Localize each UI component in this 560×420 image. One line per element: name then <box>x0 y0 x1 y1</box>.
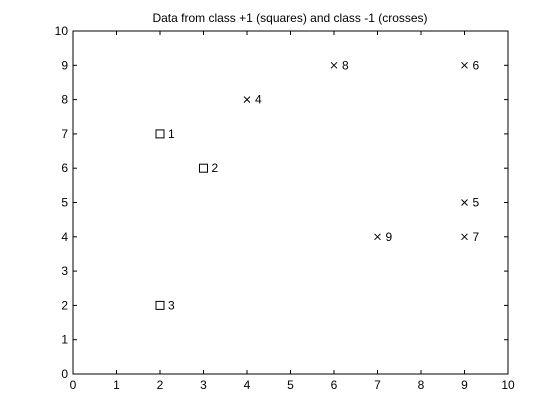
cross-marker <box>461 199 468 206</box>
cross-marker <box>330 61 338 69</box>
y-tick-label: 10 <box>55 24 69 38</box>
y-tick-label: 0 <box>61 367 68 381</box>
plot-area <box>72 30 509 375</box>
point-label: 3 <box>168 298 175 312</box>
x-tick-label: 9 <box>461 378 468 392</box>
y-tick-label: 1 <box>61 333 68 347</box>
cross-stroke <box>461 199 468 206</box>
y-tick-label: 3 <box>61 264 68 278</box>
x-tick-label: 3 <box>200 378 207 392</box>
point-label: 1 <box>168 127 175 141</box>
point-label: 9 <box>386 230 393 244</box>
x-tick-label: 8 <box>418 378 425 392</box>
square-marker <box>199 163 208 173</box>
x-axis: 0 1 2 3 4 5 6 7 8 9 10 <box>70 31 515 392</box>
y-tick-label: 2 <box>61 298 68 312</box>
y-tick-label: 7 <box>61 127 68 141</box>
cross-stroke <box>374 233 381 241</box>
x-tick-label: 4 <box>244 378 251 392</box>
square-marker <box>155 300 165 310</box>
cross-marker <box>243 96 251 103</box>
cross-marker <box>461 233 468 241</box>
cross-marker <box>461 61 468 69</box>
cross-stroke <box>461 233 468 241</box>
x-tick-label: 5 <box>287 378 294 392</box>
y-axis: 0 1 2 3 4 5 6 7 8 9 10 <box>55 24 508 381</box>
point-label: 4 <box>255 93 262 107</box>
x-tick-label: 10 <box>501 378 515 392</box>
chart-title: Data from class +1 (squares) and class -… <box>152 11 427 25</box>
point-label: 8 <box>342 58 349 72</box>
y-tick-label: 4 <box>61 230 68 244</box>
point-label: 2 <box>212 161 219 175</box>
point-label: 5 <box>473 196 480 210</box>
point-label: 6 <box>473 58 480 72</box>
x-tick-label: 6 <box>331 378 338 392</box>
cross-marker <box>374 233 381 241</box>
x-tick-label: 2 <box>157 378 164 392</box>
y-tick-label: 6 <box>61 161 68 175</box>
y-tick-label: 5 <box>61 196 68 210</box>
y-tick-label: 8 <box>61 93 68 107</box>
cross-stroke <box>243 96 251 103</box>
x-tick-label: 1 <box>113 378 120 392</box>
square-marker <box>155 129 165 139</box>
data-points: 1 2 3 4 5 6 7 8 9 <box>155 58 480 312</box>
x-tick-label: 7 <box>374 378 381 392</box>
x-tick-label: 0 <box>70 378 77 392</box>
cross-stroke <box>461 61 468 69</box>
y-tick-label: 9 <box>61 58 68 72</box>
point-label: 7 <box>473 230 480 244</box>
cross-stroke <box>330 61 338 69</box>
